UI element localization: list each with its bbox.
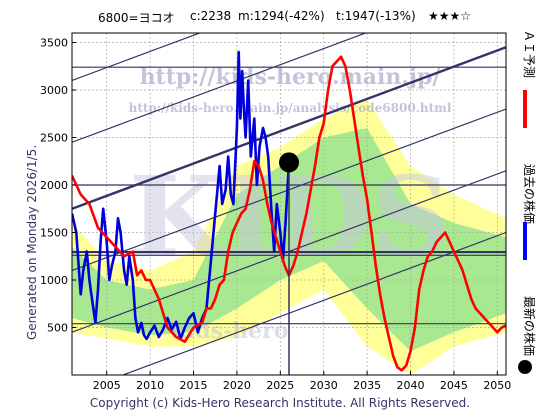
x-tick-label: 2050 bbox=[483, 379, 511, 392]
ai-forecast-line bbox=[72, 55, 506, 372]
watermark-big: KIDS bbox=[129, 152, 451, 281]
x-tick-label: 2010 bbox=[136, 379, 164, 392]
y-tick-label: 1500 bbox=[40, 227, 68, 240]
x-tick-label: 2025 bbox=[266, 379, 294, 392]
watermark-low: kids-hero bbox=[172, 318, 289, 344]
y-tick-label: 2000 bbox=[40, 179, 68, 192]
y-tick-label: 1000 bbox=[40, 274, 68, 287]
current-price: c:2238 bbox=[190, 9, 232, 23]
x-tick-label: 2030 bbox=[310, 379, 338, 392]
x-tick-label: 2005 bbox=[93, 379, 121, 392]
min-price: m:1294(-42%) bbox=[238, 9, 325, 23]
watermark-url-main: http://kids-hero.main.jp/ bbox=[140, 64, 442, 90]
legend-label-latest-price: 最新の株価 bbox=[522, 296, 536, 357]
x-tick-label: 2020 bbox=[223, 379, 251, 392]
plot-frame bbox=[71, 32, 507, 376]
y-tick-label: 3500 bbox=[40, 37, 68, 50]
legend-label-ai-forecast: ＡＩ予測 bbox=[522, 30, 536, 79]
watermark-url-sub: http://kids-hero.main.jp/analysis/code68… bbox=[129, 101, 452, 115]
channel-line bbox=[72, 33, 368, 143]
x-tick-label: 2040 bbox=[397, 379, 425, 392]
x-tick-label: 2045 bbox=[440, 379, 468, 392]
y-tick-label: 3000 bbox=[40, 84, 68, 97]
target-price: t:1947(-13%) bbox=[336, 9, 416, 23]
current-price-dot bbox=[279, 152, 299, 173]
legend-red-line-icon bbox=[523, 90, 527, 128]
x-tick-label: 2015 bbox=[180, 379, 208, 392]
y-tick-label: 2500 bbox=[40, 132, 68, 145]
rating-stars: ★★★☆ bbox=[428, 9, 472, 23]
y-tick-label: 500 bbox=[47, 322, 68, 335]
legend-label-past-price: 過去の株価 bbox=[522, 164, 536, 225]
x-tick-label: 2035 bbox=[353, 379, 381, 392]
channel-line bbox=[72, 46, 506, 210]
legend-blue-line-icon bbox=[523, 222, 527, 260]
copyright-footer: Copyright (c) Kids-Hero Research Institu… bbox=[89, 396, 471, 410]
channel-line bbox=[72, 33, 202, 82]
legend-black-dot-icon bbox=[518, 360, 532, 374]
stock-code-name: 6800=ヨコオ bbox=[98, 11, 175, 25]
chart-header: 6800=ヨコオ c:2238 m:1294(-42%) t:1947(-13%… bbox=[0, 0, 560, 30]
past-price-line bbox=[72, 50, 291, 341]
